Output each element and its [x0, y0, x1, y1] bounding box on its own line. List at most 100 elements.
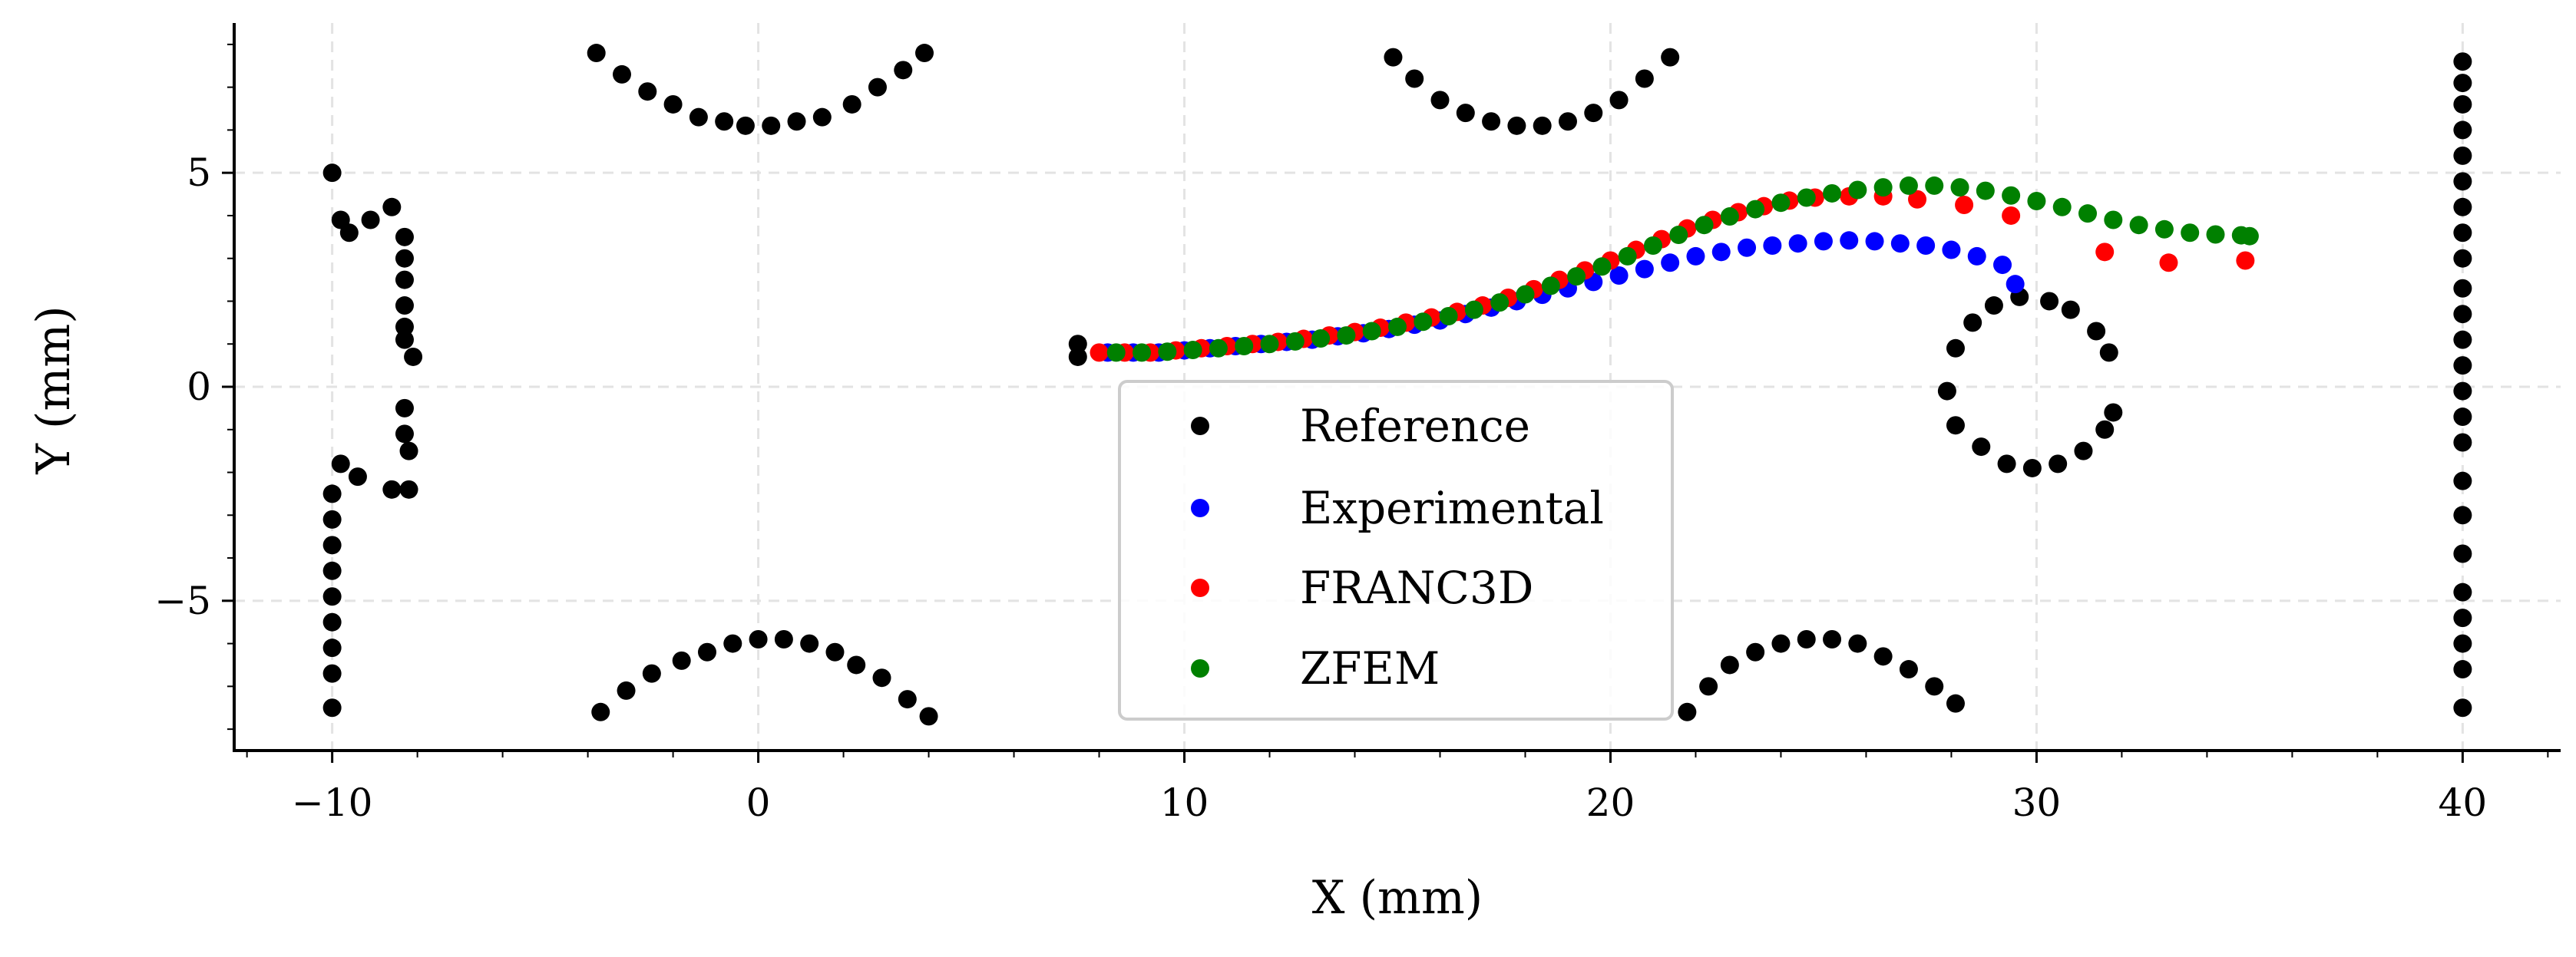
x-tick-label: 40 [2439, 780, 2488, 825]
point-experimental [1763, 236, 1782, 255]
point-reference [322, 561, 342, 580]
legend-label-experimental: Experimental [1300, 482, 1604, 534]
point-reference [1823, 630, 1842, 649]
point-zfem [1235, 337, 1254, 356]
point-reference [1533, 116, 1552, 135]
point-reference [642, 664, 661, 683]
point-reference [2453, 471, 2472, 490]
point-reference [825, 642, 845, 662]
point-reference [2453, 52, 2472, 71]
point-zfem [1285, 332, 1305, 351]
point-reference [1584, 104, 1603, 123]
point-reference [382, 197, 402, 216]
point-zfem [1823, 183, 1842, 203]
point-zfem [1797, 188, 1816, 207]
point-reference [2453, 120, 2472, 140]
point-zfem [2129, 216, 2148, 235]
y-tick-label: 0 [187, 365, 211, 409]
point-reference [339, 223, 359, 243]
point-reference [322, 698, 342, 718]
point-reference [2104, 403, 2123, 422]
x-tick-label: −10 [292, 780, 373, 825]
point-reference [395, 317, 414, 336]
point-reference [715, 112, 734, 131]
point-reference [672, 651, 691, 670]
point-reference [2095, 420, 2115, 439]
point-reference [1456, 104, 1475, 123]
point-reference [2453, 609, 2472, 628]
point-zfem [2181, 223, 2200, 243]
point-zfem [1362, 322, 1381, 341]
point-reference [591, 702, 610, 721]
point-reference [2453, 433, 2472, 452]
point-franc3d [2002, 206, 2021, 225]
point-reference [1925, 677, 1944, 696]
point-reference [2453, 356, 2472, 375]
point-reference [399, 480, 418, 499]
point-reference [638, 82, 657, 101]
x-tick-label: 10 [1160, 780, 1209, 825]
point-zfem [1311, 328, 1331, 348]
y-tick-label: −5 [154, 579, 211, 623]
point-experimental [1661, 253, 1680, 272]
point-zfem [2078, 204, 2098, 223]
point-reference [894, 61, 913, 80]
x-tick-label: 0 [746, 780, 771, 825]
point-reference [2453, 381, 2472, 401]
legend-box [1118, 380, 1674, 721]
point-zfem [1746, 200, 1765, 219]
point-reference [800, 634, 819, 653]
point-zfem [1133, 343, 1152, 362]
point-reference [697, 642, 716, 662]
point-reference [1430, 91, 1450, 110]
point-reference [322, 639, 342, 658]
point-reference [1699, 677, 1718, 696]
point-reference [1609, 91, 1629, 110]
point-reference [2453, 279, 2472, 298]
point-reference [2453, 582, 2472, 602]
point-reference [1946, 338, 1965, 358]
point-zfem [1490, 293, 1510, 312]
point-reference [1771, 634, 1791, 653]
point-reference [2099, 343, 2118, 362]
point-reference [1068, 347, 1087, 366]
point-reference [736, 116, 755, 135]
point-franc3d [1908, 190, 1927, 209]
point-experimental [1916, 236, 1936, 255]
point-reference [2453, 330, 2472, 349]
data-points [322, 44, 2472, 726]
point-zfem [1567, 267, 1586, 286]
point-reference [395, 227, 414, 246]
legend-label-zfem: ZFEM [1300, 642, 1440, 695]
point-zfem [1695, 216, 1714, 235]
point-experimental [1814, 232, 1833, 251]
point-reference [1946, 416, 1965, 435]
point-reference [915, 44, 934, 63]
point-experimental [1635, 259, 1654, 279]
point-franc3d [2095, 243, 2115, 262]
point-reference [1972, 437, 1991, 457]
point-reference [2453, 146, 2472, 165]
point-reference [395, 330, 414, 349]
y-axis-label: Y (mm) [27, 305, 81, 474]
point-reference [723, 634, 742, 653]
point-reference [617, 681, 636, 700]
point-reference [774, 630, 793, 649]
point-zfem [1976, 181, 1995, 200]
legend: Reference Experimental FRANC3D ZFEM [1118, 380, 1674, 721]
point-reference [2453, 698, 2472, 718]
point-reference [2040, 292, 2059, 311]
point-reference [1899, 660, 1918, 679]
point-reference [1661, 48, 1680, 67]
point-reference [663, 94, 683, 114]
legend-label-reference: Reference [1300, 400, 1530, 452]
point-experimental [1993, 256, 2012, 275]
point-zfem [1873, 178, 1893, 197]
point-franc3d [2159, 253, 2178, 272]
point-reference [2453, 197, 2472, 216]
point-experimental [1942, 240, 1961, 259]
point-zfem [1516, 285, 1535, 304]
point-zfem [2240, 226, 2259, 246]
x-axis-label: X (mm) [1312, 871, 1483, 925]
